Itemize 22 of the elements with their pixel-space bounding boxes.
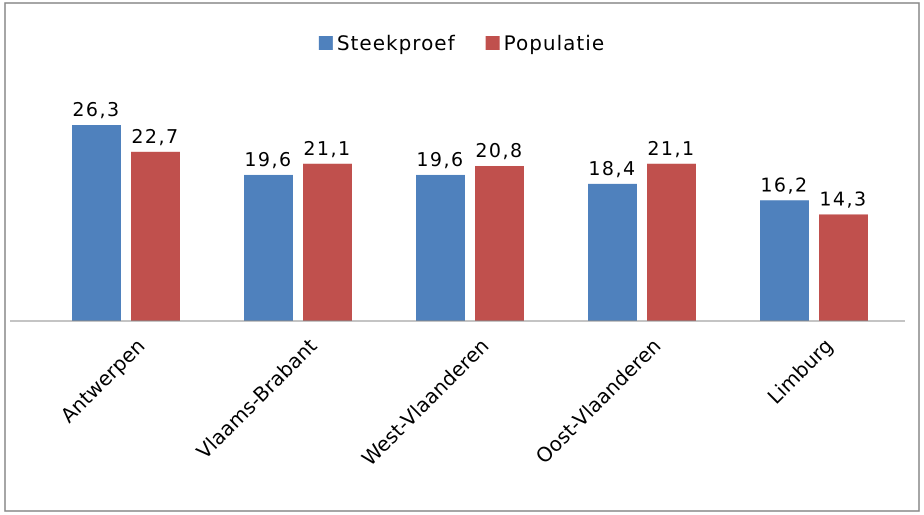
bar: [760, 200, 809, 321]
bar: [244, 174, 293, 321]
bar: [588, 184, 637, 321]
bar: [819, 214, 868, 321]
bar: [647, 164, 696, 321]
data-label: 20,8: [475, 140, 524, 162]
data-label: 21,1: [647, 138, 696, 160]
data-label: 26,3: [72, 99, 121, 121]
data-label: 19,6: [244, 148, 293, 171]
data-label: 18,4: [588, 158, 637, 180]
bar: [475, 166, 524, 321]
legend-label: Steekproef: [336, 31, 456, 55]
data-label: 22,7: [131, 126, 180, 148]
data-label: 14,3: [819, 188, 868, 210]
data-label: 16,2: [760, 174, 809, 196]
data-label: 21,1: [303, 138, 352, 160]
bar: [72, 125, 121, 321]
legend-label: Populatie: [504, 31, 606, 55]
data-label: 19,6: [416, 148, 465, 171]
bar: [131, 152, 180, 321]
bar: [416, 174, 465, 321]
bar: [303, 164, 352, 321]
